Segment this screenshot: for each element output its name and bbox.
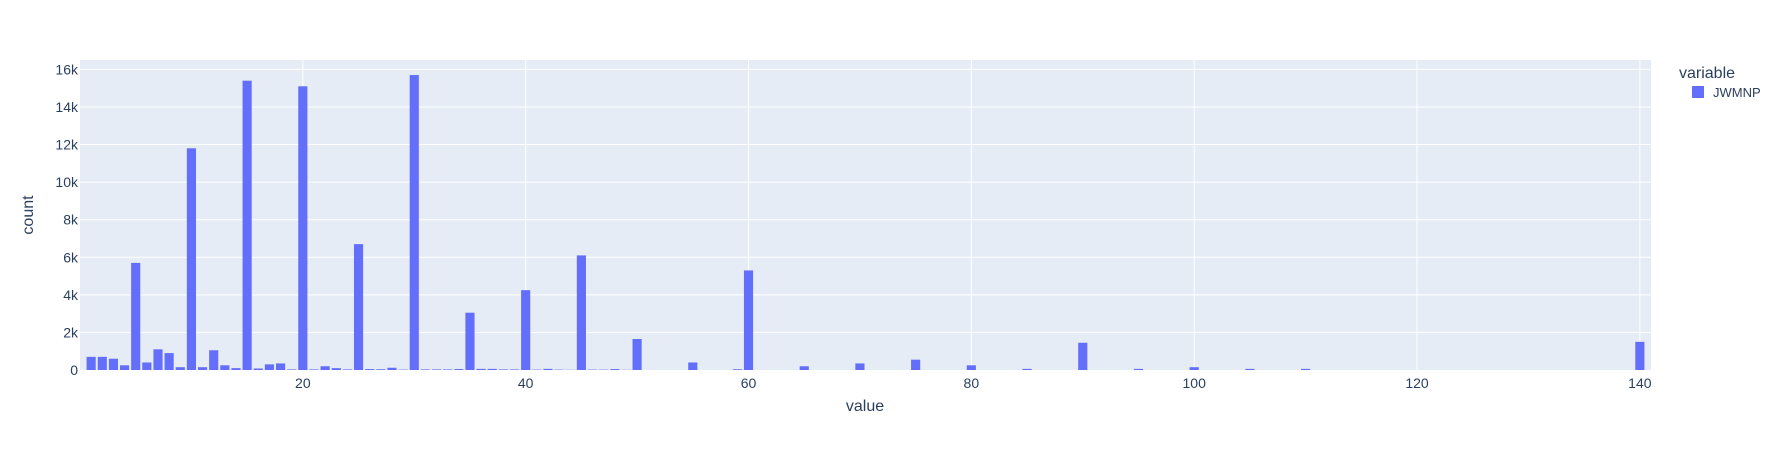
histogram-bar[interactable] xyxy=(688,362,698,370)
histogram-bar[interactable] xyxy=(1635,341,1645,370)
histogram-bar[interactable] xyxy=(732,369,742,370)
histogram-bar[interactable] xyxy=(1133,368,1144,370)
histogram-bar[interactable] xyxy=(320,366,330,370)
histogram-bar[interactable] xyxy=(387,367,397,370)
y-tick-label: 4k xyxy=(63,287,79,303)
y-tick-label: 0 xyxy=(70,362,78,378)
histogram-bar[interactable] xyxy=(743,270,754,370)
y-tick-label: 16k xyxy=(55,61,79,77)
x-tick-label: 120 xyxy=(1405,375,1429,391)
histogram-bar[interactable] xyxy=(242,80,252,371)
legend-swatch xyxy=(1692,86,1704,98)
histogram-bar[interactable] xyxy=(97,356,107,370)
histogram-bar[interactable] xyxy=(632,339,642,370)
histogram-bar[interactable] xyxy=(476,368,486,370)
x-tick-label: 20 xyxy=(295,375,311,391)
histogram-bar[interactable] xyxy=(465,312,475,370)
y-tick-label: 12k xyxy=(55,137,79,153)
x-tick-labels: 20 40 60 80 100 120 140 xyxy=(295,375,1652,391)
histogram-bar[interactable] xyxy=(966,365,976,370)
histogram-bar[interactable] xyxy=(855,363,865,370)
histogram-bar[interactable] xyxy=(331,368,341,370)
histogram-bar[interactable] xyxy=(209,350,219,370)
legend-title: variable xyxy=(1679,65,1735,82)
histogram-bar[interactable] xyxy=(487,368,497,370)
histogram-bar[interactable] xyxy=(309,369,319,370)
histogram-bar[interactable] xyxy=(376,369,386,370)
histogram-bar[interactable] xyxy=(543,368,553,370)
y-tick-label: 6k xyxy=(63,249,79,265)
histogram-bar[interactable] xyxy=(509,369,520,370)
plot-background xyxy=(80,60,1651,370)
histogram-bar[interactable] xyxy=(521,290,531,370)
histogram-bar[interactable] xyxy=(1245,368,1255,370)
histogram-bar[interactable] xyxy=(1078,342,1088,370)
histogram-bar[interactable] xyxy=(197,367,208,370)
histogram-bar[interactable] xyxy=(576,255,586,370)
histogram-bar[interactable] xyxy=(342,369,352,370)
x-tick-label: 40 xyxy=(518,375,534,391)
legend-series-label: JWMNP xyxy=(1713,85,1761,100)
histogram-bar[interactable] xyxy=(253,368,263,370)
histogram-bar[interactable] xyxy=(220,365,230,370)
histogram-bar[interactable] xyxy=(1301,368,1311,370)
histogram-bar[interactable] xyxy=(1189,367,1199,370)
histogram-bar[interactable] xyxy=(365,369,375,370)
histogram-bar[interactable] xyxy=(119,365,130,370)
histogram-bar[interactable] xyxy=(153,349,163,370)
y-tick-label: 2k xyxy=(63,324,79,340)
histogram-bar[interactable] xyxy=(1022,368,1032,370)
histogram-bar[interactable] xyxy=(911,359,921,370)
histogram-bar[interactable] xyxy=(275,363,286,370)
x-tick-label: 60 xyxy=(741,375,757,391)
histogram-bar[interactable] xyxy=(231,368,241,370)
histogram-bar[interactable] xyxy=(186,148,196,370)
y-tick-labels: 0 2k 4k 6k 8k 10k 12k 14k 16k xyxy=(55,61,79,378)
histogram-bar[interactable] xyxy=(431,369,442,370)
histogram-bar[interactable] xyxy=(610,369,620,370)
histogram-bar[interactable] xyxy=(264,364,274,370)
histogram-bar[interactable] xyxy=(409,75,419,370)
histogram-bar[interactable] xyxy=(799,366,809,370)
y-tick-label: 8k xyxy=(63,212,79,228)
histogram-bar[interactable] xyxy=(131,262,141,370)
y-tick-label: 14k xyxy=(55,99,79,115)
x-tick-label: 140 xyxy=(1628,375,1652,391)
x-tick-label: 80 xyxy=(964,375,980,391)
bars xyxy=(86,75,1645,371)
histogram-bar[interactable] xyxy=(108,358,118,370)
x-axis-title: value xyxy=(846,398,884,415)
legend[interactable]: variable JWMNP xyxy=(1679,65,1761,100)
histogram-bar[interactable] xyxy=(353,244,364,370)
histogram-bar[interactable] xyxy=(454,369,464,370)
histogram-bar[interactable] xyxy=(86,356,96,370)
histogram-bar[interactable] xyxy=(287,369,297,370)
histogram-bar[interactable] xyxy=(498,369,508,370)
histogram-bar[interactable] xyxy=(420,369,430,370)
histogram-bar[interactable] xyxy=(164,353,174,370)
histogram-bar[interactable] xyxy=(142,362,152,370)
histogram-bar[interactable] xyxy=(175,367,185,370)
histogram-bar[interactable] xyxy=(298,86,308,370)
y-tick-label: 10k xyxy=(55,174,79,190)
histogram-bar[interactable] xyxy=(443,369,453,370)
x-tick-label: 100 xyxy=(1183,375,1207,391)
y-axis-title: count xyxy=(20,195,37,235)
